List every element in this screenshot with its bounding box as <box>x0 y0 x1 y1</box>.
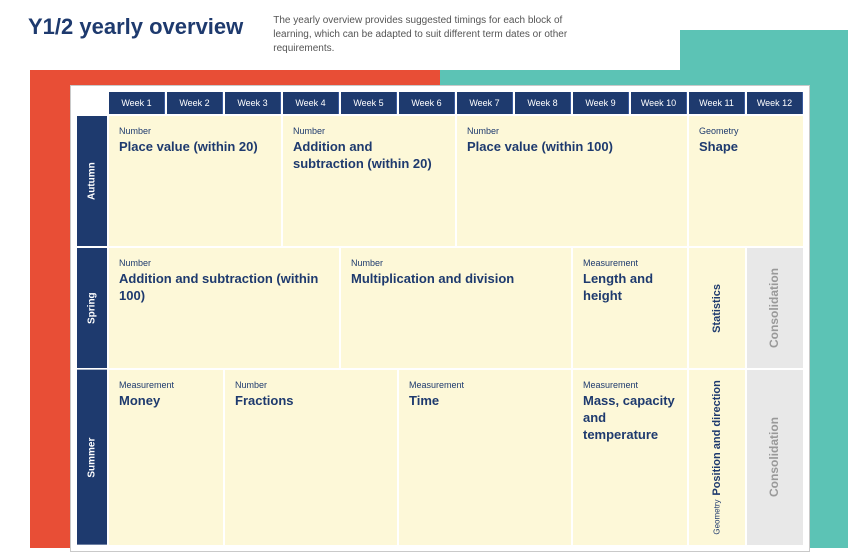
block-category: Number <box>351 258 561 268</box>
curriculum-block: Geometry Shape <box>689 116 803 246</box>
week-header: Week 4 <box>283 92 339 114</box>
block-category: Number <box>119 126 271 136</box>
block-topic: Consolidation <box>767 417 783 497</box>
term-label-autumn: Autumn <box>77 116 107 246</box>
week-header: Week 11 <box>689 92 745 114</box>
week-header: Week 3 <box>225 92 281 114</box>
block-topic: Fractions <box>235 393 387 410</box>
curriculum-block: Measurement Length and height <box>573 248 687 368</box>
curriculum-block: Consolidation <box>747 370 803 545</box>
curriculum-block: Number Place value (within 20) <box>109 116 281 246</box>
block-category: Measurement <box>119 380 213 390</box>
week-header: Week 7 <box>457 92 513 114</box>
block-topic: Statistics <box>710 284 724 333</box>
week-header: Week 9 <box>573 92 629 114</box>
curriculum-block: Statistics <box>689 248 745 368</box>
week-header: Week 12 <box>747 92 803 114</box>
curriculum-block: Number Addition and subtraction (within 2… <box>283 116 455 246</box>
block-category: Measurement <box>583 380 677 390</box>
block-topic: Place value (within 20) <box>119 139 271 156</box>
curriculum-block: Number Fractions <box>225 370 397 545</box>
curriculum-block: Measurement Money <box>109 370 223 545</box>
curriculum-block: Measurement Time <box>399 370 571 545</box>
block-category: Number <box>467 126 677 136</box>
block-category: Measurement <box>409 380 561 390</box>
page-subtitle: The yearly overview provides suggested t… <box>273 14 583 56</box>
grid-corner <box>77 92 107 114</box>
block-category: Number <box>119 258 329 268</box>
block-topic: Shape <box>699 139 793 156</box>
overview-grid: Week 1Week 2Week 3Week 4Week 5Week 6Week… <box>77 92 803 545</box>
header: Y1/2 yearly overview The yearly overview… <box>0 0 680 70</box>
block-topic: Money <box>119 393 213 410</box>
week-header: Week 8 <box>515 92 571 114</box>
week-header: Week 10 <box>631 92 687 114</box>
curriculum-block: Number Addition and subtraction (within 1… <box>109 248 339 368</box>
curriculum-block: Geometry Position and direction <box>689 370 745 545</box>
block-topic: Position and direction <box>710 380 724 496</box>
week-header: Week 2 <box>167 92 223 114</box>
block-category: Number <box>293 126 445 136</box>
term-label-spring: Spring <box>77 248 107 368</box>
curriculum-block: Measurement Mass, capacity and temperatur… <box>573 370 687 545</box>
block-category: Geometry <box>712 500 721 535</box>
week-header: Week 6 <box>399 92 455 114</box>
curriculum-block: Number Place value (within 100) <box>457 116 687 246</box>
page-title: Y1/2 yearly overview <box>28 14 243 40</box>
block-topic: Place value (within 100) <box>467 139 677 156</box>
block-topic: Mass, capacity and temperature <box>583 393 677 444</box>
block-topic: Time <box>409 393 561 410</box>
curriculum-block: Number Multiplication and division <box>341 248 571 368</box>
curriculum-block: Consolidation <box>747 248 803 368</box>
week-header: Week 5 <box>341 92 397 114</box>
block-topic: Addition and subtraction (within 100) <box>119 271 329 305</box>
block-topic: Length and height <box>583 271 677 305</box>
block-category: Measurement <box>583 258 677 268</box>
term-label-summer: Summer <box>77 370 107 545</box>
block-topic: Addition and subtraction (within 20) <box>293 139 445 173</box>
week-header: Week 1 <box>109 92 165 114</box>
block-topic: Multiplication and division <box>351 271 561 288</box>
block-category: Geometry <box>699 126 793 136</box>
block-topic: Consolidation <box>767 268 783 348</box>
overview-grid-wrap: Week 1Week 2Week 3Week 4Week 5Week 6Week… <box>70 85 810 552</box>
block-category: Number <box>235 380 387 390</box>
